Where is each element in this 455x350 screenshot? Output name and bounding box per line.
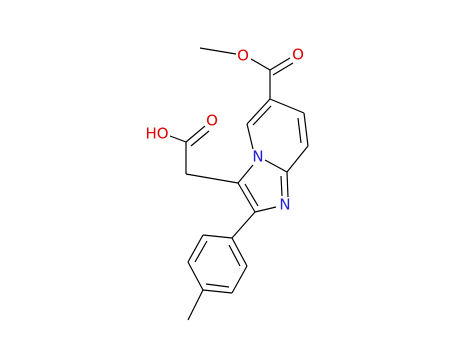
bond	[228, 244, 241, 267]
bond	[303, 112, 309, 147]
bond	[250, 58, 271, 71]
bond	[252, 105, 272, 126]
bond	[237, 164, 254, 184]
bond	[205, 283, 230, 288]
bonds	[169, 47, 309, 321]
bond	[187, 261, 204, 291]
bond	[286, 145, 309, 173]
bond	[187, 234, 204, 263]
bond	[231, 265, 248, 294]
bond	[280, 175, 283, 197]
bond	[254, 206, 277, 213]
bond	[246, 98, 271, 125]
bond	[199, 47, 237, 55]
bond	[269, 98, 305, 114]
bond	[187, 289, 204, 321]
bond	[297, 117, 302, 144]
bond	[169, 135, 187, 143]
bond	[231, 211, 256, 239]
bond	[185, 173, 239, 184]
bond	[190, 130, 210, 147]
bond	[286, 171, 289, 198]
bond	[185, 125, 206, 143]
bond	[194, 240, 208, 263]
bond	[264, 159, 288, 173]
bond	[237, 182, 256, 213]
bond	[272, 62, 294, 76]
atom-label: O	[237, 47, 249, 65]
bond	[202, 289, 233, 294]
atom-label: N	[252, 148, 263, 166]
bond	[246, 123, 254, 150]
atom-label: HO	[145, 125, 168, 143]
bond	[269, 57, 291, 71]
bond	[231, 237, 248, 267]
bond	[244, 183, 259, 207]
bond	[202, 234, 233, 239]
atom-label: O	[206, 112, 218, 130]
atom-label: O	[292, 46, 304, 64]
atom-label: N	[279, 196, 290, 214]
